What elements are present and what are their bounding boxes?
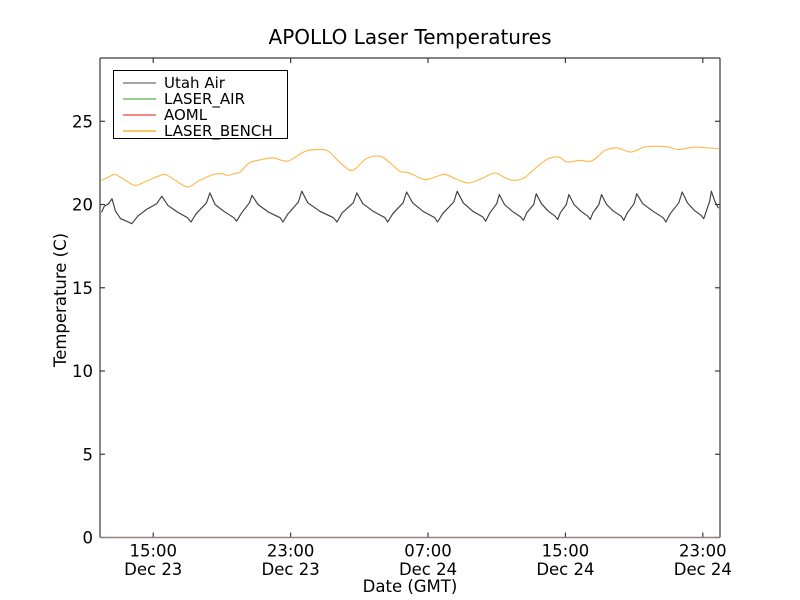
x-tick-label-time: 23:00 — [267, 542, 315, 561]
series-line-utah-air — [101, 190, 719, 225]
legend-item-laser-air: LASER_AIR — [123, 91, 287, 107]
legend-item-laser-bench: LASER_BENCH — [123, 123, 287, 139]
legend-line-laser-air — [123, 98, 156, 100]
x-tick-label-time: 15:00 — [129, 542, 177, 561]
legend-label-aoml: AOML — [164, 106, 208, 124]
y-axis-label: Temperature (C) — [51, 233, 70, 368]
legend: Utah Air LASER_AIR AOML LASER_BENCH — [113, 70, 288, 139]
x-tick-label-time: 23:00 — [679, 542, 727, 561]
legend-line-laser-bench — [123, 130, 156, 132]
legend-label-utah-air: Utah Air — [164, 74, 225, 92]
x-tick-label-date: Dec 24 — [674, 560, 732, 579]
y-tick-label: 20 — [72, 196, 93, 215]
x-axis-label: Date (GMT) — [363, 577, 458, 596]
x-tick-label-date: Dec 24 — [399, 560, 457, 579]
x-tick-label-time: 07:00 — [404, 542, 452, 561]
y-tick-label: 5 — [83, 445, 94, 464]
legend-item-utah-air: Utah Air — [123, 75, 287, 91]
y-tick-label: 0 — [83, 529, 94, 548]
y-tick-label: 25 — [72, 112, 93, 131]
legend-line-utah-air — [123, 82, 156, 84]
legend-label-laser-bench: LASER_BENCH — [164, 122, 273, 140]
chart-title: APOLLO Laser Temperatures — [269, 25, 552, 49]
series-line-laser-bench — [101, 145, 719, 188]
x-tick-label-date: Dec 24 — [536, 560, 594, 579]
legend-line-aoml — [123, 114, 156, 116]
x-tick-label-date: Dec 23 — [124, 560, 182, 579]
y-tick-label: 15 — [72, 279, 93, 298]
legend-label-laser-air: LASER_AIR — [164, 90, 245, 108]
x-tick-label-time: 15:00 — [542, 542, 590, 561]
legend-item-aoml: AOML — [123, 107, 287, 123]
y-tick-label: 10 — [72, 362, 93, 381]
x-tick-label-date: Dec 23 — [262, 560, 320, 579]
